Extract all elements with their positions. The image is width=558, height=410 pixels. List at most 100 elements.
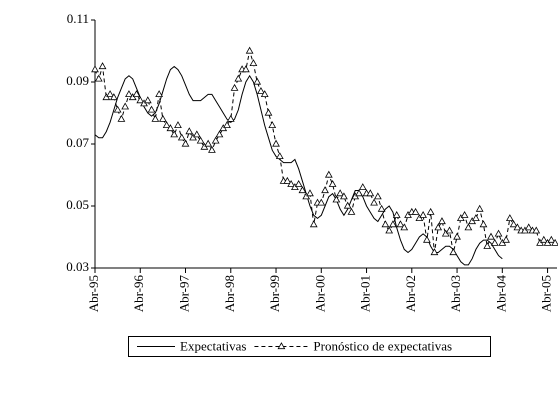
- marker: [113, 105, 122, 113]
- marker: [272, 139, 280, 147]
- marker: [94, 74, 103, 82]
- marker: [370, 198, 378, 206]
- marker: [336, 189, 345, 197]
- x-tick-label: Abr-00: [312, 275, 327, 312]
- marker: [419, 210, 427, 218]
- x-tick-label: Abr-05: [539, 275, 554, 312]
- marker: [106, 90, 114, 97]
- marker: [245, 46, 254, 54]
- y-tick-label: 0.03: [66, 259, 89, 274]
- marker: [177, 133, 186, 141]
- marker: [509, 220, 518, 228]
- marker: [109, 93, 118, 101]
- marker: [358, 183, 367, 190]
- marker: [147, 105, 156, 113]
- marker: [143, 96, 152, 104]
- marker: [275, 152, 284, 159]
- marker: [377, 204, 386, 212]
- series-line: [94, 50, 556, 253]
- marker: [449, 248, 458, 256]
- marker: [472, 214, 480, 221]
- legend-box: [128, 336, 491, 357]
- marker: [155, 90, 163, 97]
- marker: [328, 179, 337, 187]
- marker: [257, 86, 265, 94]
- marker: [117, 114, 126, 122]
- marker: [479, 220, 488, 228]
- marker: [324, 170, 333, 178]
- marker: [136, 96, 145, 104]
- y-tick-label: 0.05: [66, 197, 89, 212]
- marker: [547, 235, 556, 243]
- marker: [192, 130, 201, 138]
- marker: [347, 207, 356, 215]
- marker: [392, 210, 401, 218]
- marker: [502, 235, 510, 243]
- x-tick-label: Abr-02: [403, 275, 418, 312]
- marker: [306, 189, 314, 197]
- marker: [185, 127, 194, 135]
- marker: [196, 136, 205, 144]
- x-tick-label: Abr-04: [493, 275, 508, 313]
- marker: [524, 223, 533, 231]
- marker: [464, 223, 473, 231]
- marker: [490, 238, 499, 246]
- marker: [211, 136, 220, 144]
- marker: [166, 124, 175, 132]
- marker: [494, 229, 503, 237]
- marker: [343, 201, 352, 209]
- marker: [539, 235, 548, 243]
- marker: [332, 195, 341, 203]
- marker: [385, 226, 394, 234]
- marker: [532, 226, 541, 234]
- marker: [505, 214, 514, 221]
- marker: [226, 114, 235, 122]
- marker: [453, 232, 461, 240]
- marker: [264, 108, 273, 116]
- marker: [355, 189, 363, 197]
- marker: [438, 217, 446, 225]
- marker: [241, 65, 250, 73]
- marker: [268, 121, 277, 128]
- y-tick-label: 0.09: [66, 73, 89, 88]
- marker: [98, 62, 107, 70]
- marker: [513, 223, 522, 231]
- marker: [91, 65, 99, 73]
- legend-label: Pronóstico de expectativas: [313, 338, 452, 353]
- marker: [430, 248, 439, 256]
- x-tick-label: Abr-95: [86, 275, 101, 312]
- marker: [411, 207, 420, 215]
- marker: [309, 220, 318, 228]
- marker: [287, 179, 295, 187]
- marker: [121, 102, 130, 110]
- marker: [423, 235, 431, 243]
- marker: [159, 114, 167, 122]
- marker: [373, 192, 382, 200]
- legend-label: Expectativas: [180, 338, 246, 353]
- marker: [283, 176, 292, 184]
- marker: [445, 226, 454, 234]
- marker: [208, 145, 216, 153]
- marker: [204, 139, 213, 147]
- marker: [426, 207, 435, 215]
- marker: [381, 220, 390, 228]
- marker: [340, 192, 348, 200]
- marker: [321, 186, 329, 194]
- x-tick-label: Abr-96: [131, 275, 146, 313]
- y-tick-label: 0.07: [66, 135, 89, 150]
- marker: [366, 189, 375, 197]
- x-tick-label: Abr-03: [448, 275, 463, 312]
- marker: [434, 223, 443, 231]
- marker: [483, 241, 492, 249]
- marker: [253, 77, 262, 85]
- marker: [249, 59, 258, 66]
- marker: [223, 121, 231, 128]
- marker: [174, 121, 182, 128]
- marker: [230, 83, 239, 91]
- marker: [487, 232, 495, 240]
- x-tick-label: Abr-99: [267, 275, 282, 312]
- marker: [317, 198, 326, 206]
- marker: [294, 179, 303, 187]
- marker: [298, 186, 307, 194]
